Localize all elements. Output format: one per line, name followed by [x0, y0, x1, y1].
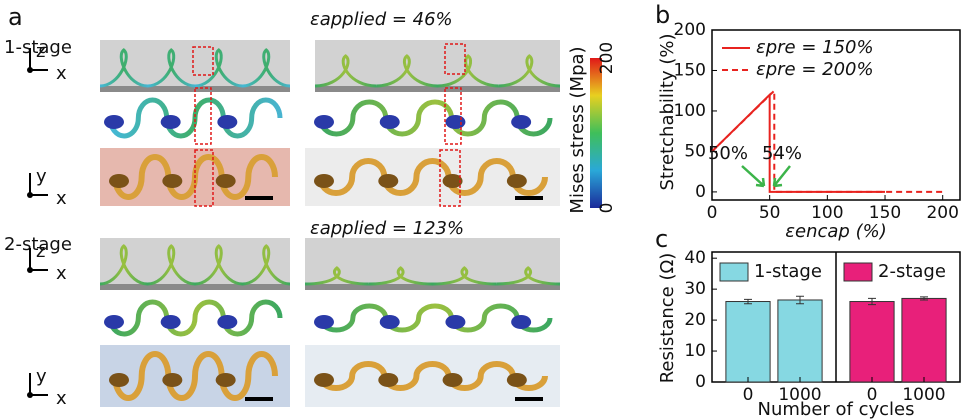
axis-name: x	[56, 63, 67, 84]
scale-bar	[245, 397, 273, 401]
annotation: 54%	[762, 143, 802, 164]
pad	[104, 315, 124, 329]
arrow	[774, 166, 790, 186]
colorbar-tick: 200	[597, 42, 617, 74]
figure: a 1-stage 2-stage εapplied = 46% εapplied = …	[0, 0, 963, 419]
pad	[314, 115, 334, 129]
y-tick-label: 10	[684, 341, 706, 361]
legend-label: 1-stage	[754, 261, 822, 282]
axis-origin	[27, 392, 33, 398]
colorbar	[590, 58, 602, 208]
pad	[314, 315, 334, 329]
pad	[507, 373, 527, 387]
x-axis-label: εencap (%)	[785, 221, 886, 242]
colorbar-label: Mises stress (Mpa)	[567, 46, 588, 213]
x-tick-label: 50	[759, 203, 781, 223]
axis-origin	[27, 67, 33, 73]
y-tick-label: 150	[674, 60, 706, 80]
y-tick-label: 40	[684, 248, 706, 268]
y-axis-label: Stretchability (%)	[657, 34, 678, 191]
pad	[216, 373, 236, 387]
x-tick-label: 200	[926, 203, 958, 223]
x-tick-label: 1000	[778, 385, 821, 405]
y-tick-label: 50	[684, 141, 706, 161]
pad	[314, 174, 334, 188]
y-axis-label: Resistance (Ω)	[657, 253, 678, 384]
pad	[109, 174, 129, 188]
x-tick-label: 100	[811, 203, 843, 223]
axis-name: y	[36, 166, 47, 187]
pad	[445, 115, 465, 129]
axis-name: z	[36, 41, 45, 62]
x-tick-label: 0	[867, 385, 878, 405]
side-view	[100, 238, 290, 284]
x-tick-label: 150	[869, 203, 901, 223]
pad	[445, 315, 465, 329]
bar	[778, 300, 822, 382]
axis-name: z	[36, 241, 45, 262]
scale-bar	[245, 196, 273, 200]
pad	[511, 115, 531, 129]
bar	[902, 298, 946, 382]
annotation: 50%	[708, 143, 748, 164]
x-tick-label: 0	[743, 385, 754, 405]
x-tick-label: 1000	[902, 385, 945, 405]
bar	[726, 302, 770, 382]
y-tick-label: 200	[674, 20, 706, 40]
y-tick-label: 20	[684, 310, 706, 330]
y-tick-label: 100	[674, 101, 706, 121]
axis-name: x	[56, 388, 67, 409]
pad	[216, 174, 236, 188]
scale-bar	[515, 196, 543, 200]
axis-origin	[27, 267, 33, 273]
axis-name: x	[56, 263, 67, 284]
pad	[380, 115, 400, 129]
x-tick-label: 0	[707, 203, 718, 223]
side-view	[305, 238, 560, 284]
pad	[314, 373, 334, 387]
pad	[217, 115, 237, 129]
panel-label: a	[8, 3, 23, 31]
pad	[507, 174, 527, 188]
pad	[443, 373, 463, 387]
y-tick-label: 0	[695, 372, 706, 392]
colorbar-tick: 0	[597, 203, 617, 214]
wire	[110, 302, 280, 334]
legend-label: εpre = 150%	[756, 37, 874, 58]
legend-swatch	[720, 263, 748, 281]
pad	[217, 315, 237, 329]
bar	[850, 302, 894, 382]
scale-bar	[515, 397, 543, 401]
pad	[378, 373, 398, 387]
condition: εapplied = 46%	[310, 9, 453, 30]
legend-label: εpre = 200%	[756, 59, 874, 80]
axis-name: y	[36, 366, 47, 387]
pad	[378, 174, 398, 188]
pad	[161, 315, 181, 329]
pad	[109, 373, 129, 387]
page: {"panel_a": {"label": "a", "row_labels":…	[0, 0, 963, 419]
panel-label: c	[655, 225, 668, 253]
axis-name: x	[56, 188, 67, 209]
legend-swatch	[844, 263, 872, 281]
axis-origin	[27, 192, 33, 198]
arrow	[742, 166, 764, 186]
y-tick-label: 30	[684, 279, 706, 299]
legend-label: 2-stage	[878, 261, 946, 282]
y-tick-label: 0	[695, 182, 706, 202]
line	[712, 91, 943, 192]
pad	[380, 315, 400, 329]
condition: εapplied = 123%	[310, 218, 464, 239]
pad	[162, 174, 182, 188]
pad	[162, 373, 182, 387]
pad	[161, 115, 181, 129]
pad	[511, 315, 531, 329]
pad	[104, 115, 124, 129]
panel-label: b	[655, 1, 670, 29]
